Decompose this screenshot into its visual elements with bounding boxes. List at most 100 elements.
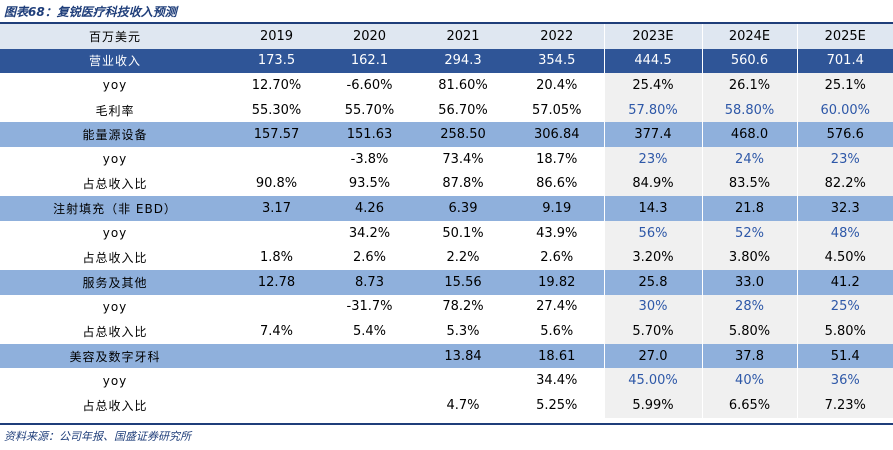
table-cell: 90.8% [255,176,298,192]
table-cell: 37.8 [701,343,797,369]
row-label: yoy [102,373,128,388]
table-row: 占总收入比 90.8% 93.5% 87.8% 86.6% 84.9% 83.5% 82.2% [0,171,893,197]
table-cell: 52% [701,220,797,246]
table-cell: 18.7% [536,151,578,167]
table-row: 注射填充（非 EBD） 3.17 4.26 6.39 9.19 14.3 21.8 32.3 [0,196,893,221]
table-cell: 30% [603,294,702,320]
table-cell: 21.8 [701,196,797,221]
table-cell: 25% [796,294,893,320]
table-cell: 56.70% [438,102,488,118]
row-label: yoy [102,226,128,241]
table-cell: -6.60% [346,77,393,93]
table-cell: 701.4 [796,48,893,74]
header-year: 2022 [510,24,604,49]
header-year: 2025E [796,24,893,49]
table-cell: 151.63 [323,122,416,147]
table-cell: 6.65% [701,392,797,418]
table-cell: 14.3 [603,196,702,221]
table-cell: 377.4 [603,122,702,147]
table-cell: 24% [701,146,797,172]
table-cell: 93.5% [348,176,391,192]
table-cell: 82.2% [796,171,893,197]
table-row: yoy 34.4% 45.00% 40% 36% [0,368,893,393]
table-row: 占总收入比 1.8% 2.6% 2.2% 2.6% 3.20% 3.80% 4.50% [0,245,893,270]
table-cell: 13.84 [416,343,510,369]
table-row: yoy -3.8% 73.4% 18.7% 23% 24% 23% [0,146,893,172]
table-cell [323,368,416,393]
row-label: 占总收入比 [82,177,148,192]
table-cell: 7.23% [796,392,893,418]
table-cell: 45.00% [603,368,702,393]
header-year: 2024E [701,24,797,49]
table-cell: 27.0 [603,343,702,369]
row-label: 占总收入比 [82,398,148,413]
table-header-row: 百万美元 2019 2020 2021 2022 2023E 2024E 2025E [0,24,893,49]
table-cell: 354.5 [510,48,604,74]
table-cell: 2.2% [446,250,480,266]
table-cell: 43.9% [536,225,578,241]
table-cell: 5.3% [446,323,480,339]
table-cell: 57.80% [603,97,702,123]
table-cell [230,343,323,369]
table-cell: -31.7% [346,299,393,315]
row-label: 占总收入比 [82,251,148,266]
revenue-forecast-table: 百万美元 2019 2020 2021 2022 2023E 2024E 2025E 营业收入 1… [0,24,893,418]
table-cell: 18.61 [510,343,604,369]
table-cell: 55.30% [251,102,302,118]
table-cell: 560.6 [701,48,797,74]
header-year: 2021 [416,24,510,49]
table-cell: 162.1 [323,48,416,74]
table-cell: 33.0 [701,269,797,295]
table-cell: 19.82 [510,269,604,295]
table-cell: 15.56 [416,269,510,295]
table-cell: 6.39 [416,196,510,221]
table-cell: 2.6% [352,250,387,266]
table-cell: 32.3 [796,196,893,221]
table-cell: 12.70% [251,77,302,93]
table-cell: 157.57 [230,122,323,147]
table-cell: -3.8% [350,151,389,167]
header-year: 2020 [323,24,416,49]
table-cell: 40% [701,368,797,393]
table-row: yoy 34.2% 50.1% 43.9% 56% 52% 48% [0,220,893,246]
row-label: yoy [102,299,128,314]
table-row: 服务及其他 12.78 8.73 15.56 19.82 25.8 33.0 41.2 [0,269,893,295]
table-cell: 5.99% [603,392,702,418]
table-cell: 25.8 [603,269,702,295]
row-label: 美容及数字牙科 [0,343,230,369]
table-cell: 12.78 [230,269,323,295]
header-year: 2023E [603,24,702,49]
table-cell: 87.8% [442,176,484,192]
table-cell [230,221,323,246]
top-rule [0,22,893,24]
table-row: 美容及数字牙科 13.84 18.61 27.0 37.8 51.4 [0,343,893,369]
table-cell: 173.5 [230,48,323,74]
table-cell: 34.4% [536,373,578,389]
table-cell: 258.50 [416,122,510,147]
table-cell: 3.17 [230,196,323,221]
row-label: yoy [102,152,128,167]
table-cell [230,147,323,172]
table-cell: 576.6 [796,122,893,147]
table-cell: 81.60% [438,77,488,93]
table-cell: 1.8% [259,250,294,266]
table-cell: 5.6% [540,323,574,339]
table-cell: 25.1% [796,73,893,98]
table-cell: 34.2% [348,225,391,241]
table-cell: 23% [603,146,702,172]
table-cell [416,368,510,393]
table-cell: 26.1% [701,73,797,98]
table-row: 营业收入 173.5 162.1 294.3 354.5 444.5 560.6 701.4 [0,48,893,74]
table-cell: 2.6% [540,250,574,266]
table-cell [230,295,323,320]
table-cell: 3.20% [603,245,702,270]
table-cell: 3.80% [701,245,797,270]
table-row: yoy -31.7% 78.2% 27.4% 30% 28% 25% [0,294,893,320]
table-cell: 5.80% [796,319,893,344]
header-unit: 百万美元 [0,24,230,49]
table-cell: 5.4% [352,323,387,339]
table-cell: 468.0 [701,122,797,147]
row-label: 服务及其他 [0,269,230,295]
table-cell [323,393,416,418]
table-cell: 4.50% [796,245,893,270]
